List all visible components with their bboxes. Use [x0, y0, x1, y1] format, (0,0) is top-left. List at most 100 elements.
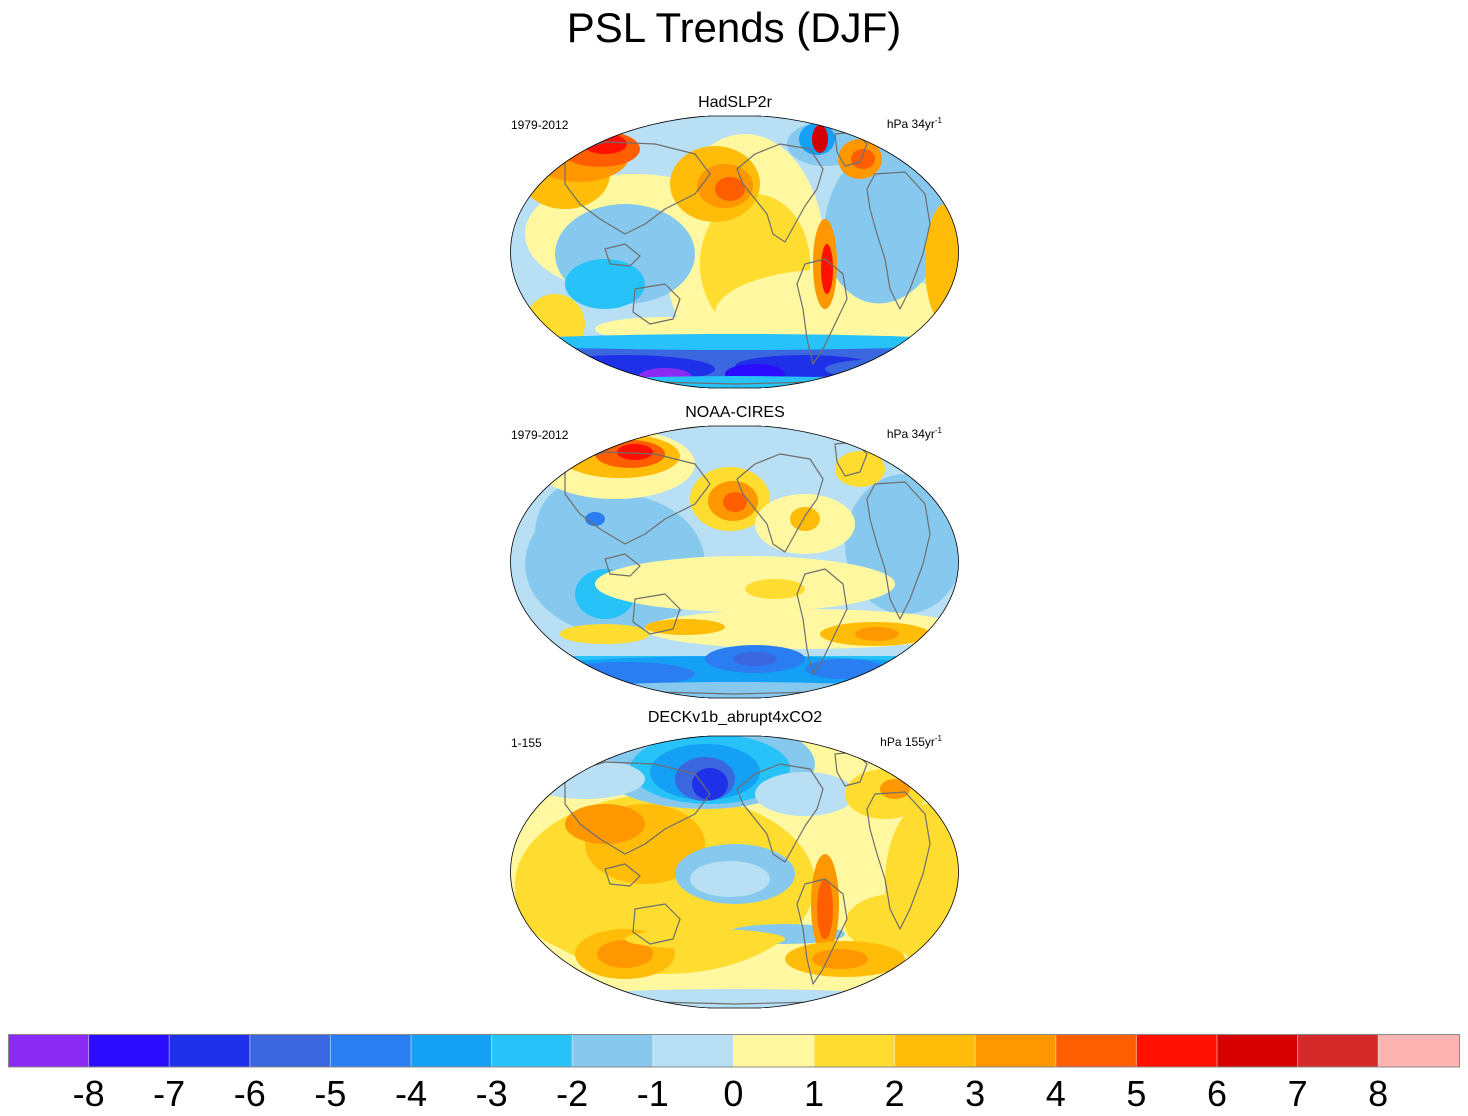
world-map	[510, 425, 959, 699]
pressure-anomaly-region	[835, 451, 885, 487]
coastline	[736, 453, 824, 553]
pressure-anomaly-region	[692, 768, 728, 800]
pressure-anomaly-region	[855, 627, 899, 641]
coastline	[564, 451, 711, 545]
pressure-anomaly-region	[585, 512, 605, 526]
colorbar-swatch	[1217, 1034, 1299, 1067]
coastline	[866, 481, 931, 620]
pressure-anomaly-region	[812, 949, 868, 969]
colorbar-tick-label: -7	[153, 1073, 186, 1114]
colorbar-swatch	[894, 1034, 976, 1067]
pressure-anomaly-region	[851, 149, 875, 169]
world-map	[510, 115, 959, 389]
colorbar-tick-label: -6	[233, 1073, 266, 1114]
pressure-anomaly-region	[535, 484, 615, 584]
pressure-anomaly-region	[690, 861, 770, 897]
coastline	[564, 141, 711, 235]
pressure-anomaly-region	[812, 125, 828, 153]
panel-title: DECKv1b_abrupt4xCO2	[647, 709, 823, 726]
coastline	[866, 791, 931, 930]
colorbar-swatch	[169, 1034, 251, 1067]
pressure-anomaly-region	[555, 662, 695, 686]
colorbar-swatch	[1136, 1034, 1218, 1067]
pressure-anomaly-region	[845, 894, 945, 954]
coastline	[736, 143, 824, 243]
colorbar-swatch	[1055, 1034, 1137, 1067]
colorbar-swatch	[330, 1034, 412, 1067]
colorbar-tick-label: -3	[475, 1073, 508, 1114]
colorbar-swatch	[1297, 1034, 1379, 1067]
pressure-anomaly-region	[625, 929, 785, 949]
coastline	[796, 568, 848, 675]
pressure-anomaly-region	[925, 204, 959, 324]
panel-units: hPa 155yr-1	[880, 734, 942, 749]
pressure-anomaly-region	[715, 177, 745, 201]
pressure-anomaly-region	[597, 940, 653, 968]
coastline	[632, 283, 681, 325]
coastline	[796, 878, 848, 985]
pressure-anomaly-region	[560, 624, 650, 644]
colorbar-tick-label: 1	[803, 1073, 825, 1114]
coastline	[604, 553, 641, 577]
colorbar-swatch	[249, 1034, 331, 1067]
pressure-anomaly-region	[525, 759, 645, 799]
colorbar-swatch	[814, 1034, 896, 1067]
pressure-anomaly-region	[565, 259, 645, 309]
colorbar-tick-label: 4	[1045, 1073, 1066, 1114]
colorbar-tick-label: 6	[1206, 1073, 1228, 1114]
colorbar-swatch	[975, 1034, 1057, 1067]
colorbar-swatch	[572, 1034, 654, 1067]
pressure-anomaly-region	[817, 879, 833, 939]
colorbar-frame	[8, 1034, 1460, 1068]
pressure-anomaly-region	[535, 682, 935, 698]
coastline	[632, 903, 681, 945]
colorbar-swatch	[652, 1034, 734, 1067]
pressure-anomaly-region	[555, 989, 915, 1008]
pressure-anomaly-region	[595, 556, 895, 612]
colorbar-tick-label: 2	[884, 1073, 905, 1114]
panel-title: HadSLP2r	[698, 94, 772, 111]
colorbar-labels: -8 -7 -6 -5 -4 -3 -2 -1 0 1 2 3 4 5 6 7 8	[0, 1072, 1468, 1116]
map-frame	[510, 116, 959, 388]
map-panel-hadslp2r: HadSLP2r 1979-2012 hPa 34yr-1	[505, 93, 965, 393]
coastline	[564, 761, 711, 855]
panel-period: 1979-2012	[511, 118, 569, 132]
colorbar-tick-label: -2	[556, 1073, 589, 1114]
pressure-anomaly-region	[510, 334, 959, 350]
pressure-anomaly-region	[617, 444, 653, 460]
map-frame	[510, 426, 959, 698]
coastline	[604, 863, 641, 887]
panel-units: hPa 34yr-1	[886, 116, 942, 131]
coastline	[604, 243, 641, 267]
panel-period: 1-155	[511, 736, 542, 750]
pressure-anomaly-region	[821, 244, 833, 294]
colorbar-swatch	[8, 1034, 90, 1067]
colorbar-swatch	[411, 1034, 493, 1067]
colorbar-tick-label: 8	[1368, 1073, 1389, 1114]
pressure-anomaly-region	[790, 507, 820, 531]
panel-title: NOAA-CIRES	[685, 404, 785, 421]
pressure-anomaly-region	[755, 772, 855, 816]
map-panel-deckv1b-abrupt4xco2: DECKv1b_abrupt4xCO2 1-155 hPa 155yr-1	[505, 708, 965, 1013]
colorbar-tick-label: -8	[72, 1073, 105, 1114]
colorbar-tick-label: 5	[1126, 1073, 1147, 1114]
coastline	[796, 258, 848, 365]
pressure-anomaly-region	[723, 492, 747, 512]
main-title: PSL Trends (DJF)	[566, 4, 902, 51]
colorbar	[8, 1034, 1460, 1068]
colorbar-tick-label: -4	[394, 1073, 427, 1114]
colorbar-swatch	[1378, 1034, 1460, 1067]
pressure-anomaly-region	[733, 652, 777, 666]
colorbar-swatch	[88, 1034, 170, 1067]
coastline	[632, 593, 681, 635]
pressure-anomaly-region	[745, 579, 805, 599]
colorbar-swatch	[733, 1034, 815, 1067]
pressure-anomaly-region	[825, 359, 945, 379]
map-frame	[510, 736, 959, 1008]
panel-period: 1979-2012	[511, 428, 569, 442]
coastline	[736, 763, 824, 863]
pressure-anomaly-region	[565, 804, 645, 844]
colorbar-tick-label: -1	[636, 1073, 669, 1114]
pressure-anomaly-region	[583, 134, 627, 154]
